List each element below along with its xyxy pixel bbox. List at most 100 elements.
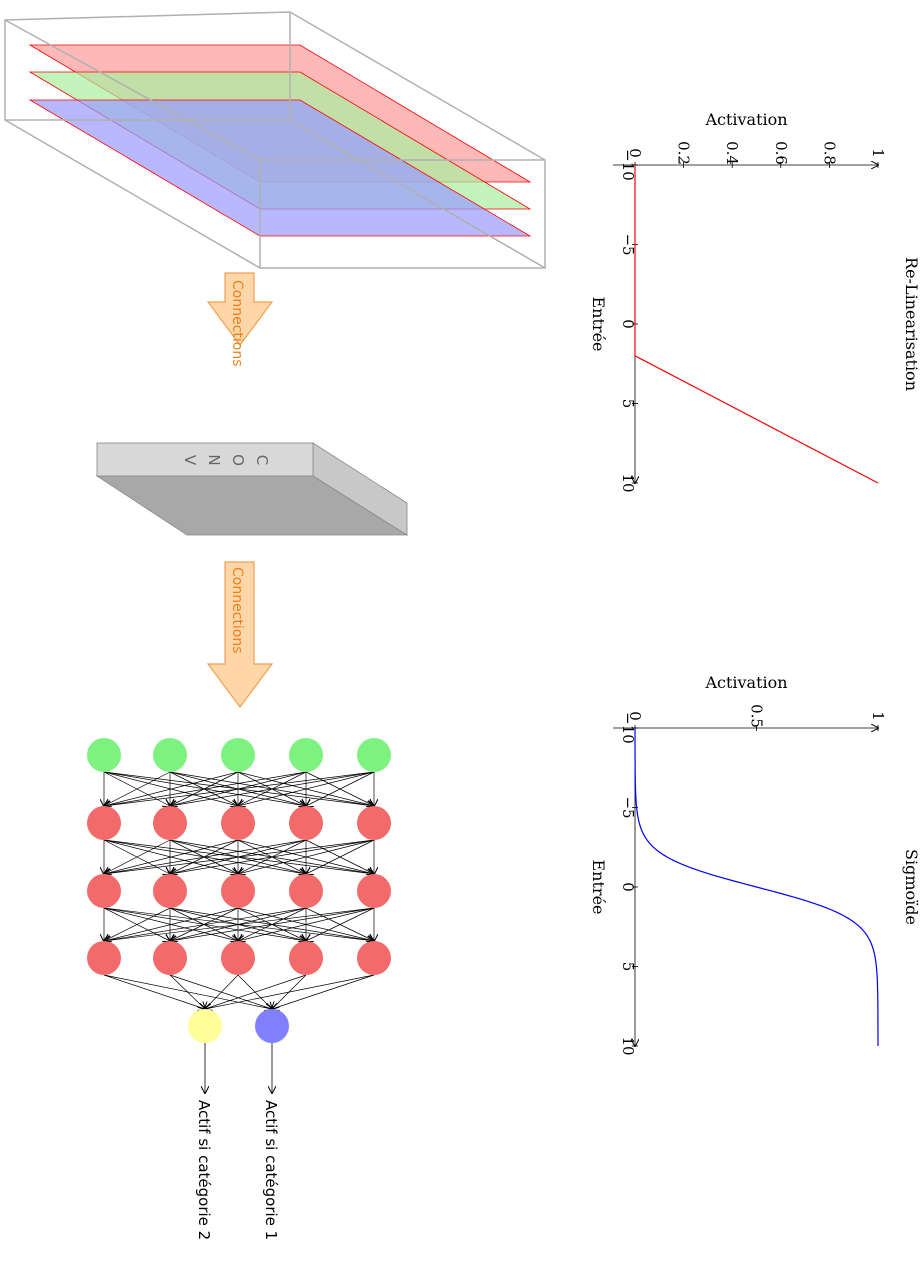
conv-letter-3: V [181, 455, 199, 466]
x-tick-label-0: −10 [619, 712, 637, 744]
hidden-node-3-2 [221, 941, 255, 975]
y-tick-label-4: 0.8 [820, 141, 838, 165]
chart-sigmoid: −10 −5 0 5 10 0 0.5 1 Activation Entrée Sigmoïde [589, 673, 920, 1056]
hidden-node-3-1 [153, 941, 187, 975]
y-tick-label-0: 0 [626, 711, 644, 721]
output-node-1 [255, 1009, 289, 1043]
edge-l2-4-3 [306, 907, 375, 941]
feature-layers-stack [4, 11, 546, 269]
chart-title: Re-Linearisation [902, 257, 920, 391]
hidden-node-1-4 [357, 806, 391, 840]
edge-l2-2-0 [104, 907, 239, 941]
edge-out-2-0 [205, 974, 239, 1009]
series-line [634, 165, 879, 484]
connections-arrow-1-shape [206, 272, 274, 347]
hidden-node-1-2 [221, 806, 255, 840]
network-edges [103, 771, 375, 1009]
edge-l1-4-1 [170, 839, 375, 874]
hidden-node-1-3 [289, 806, 323, 840]
conv-letter-0: C [253, 455, 271, 465]
y-tick-label-1: 0.2 [675, 141, 693, 165]
edge-l0-1-0 [104, 771, 171, 806]
edge-l0-4-3 [306, 771, 375, 806]
chart-xlabel: Entrée [589, 297, 608, 352]
edge-out-4-1 [272, 974, 375, 1009]
hidden-node-3-0 [87, 941, 121, 975]
edge-l0-2-0 [104, 771, 239, 806]
network-nodes [87, 738, 391, 1043]
connections-arrow-2-label: Connections [229, 567, 245, 654]
input-node-2 [221, 738, 255, 772]
edge-out-1-0 [169, 974, 205, 1009]
hidden-node-1-0 [87, 806, 121, 840]
layer-blue [28, 99, 532, 237]
conv-letter-2: N [205, 454, 223, 465]
edge-out-1-1 [169, 974, 272, 1009]
x-tick-label-1: −5 [619, 796, 637, 818]
y-tick-label-5: 1 [869, 148, 887, 158]
connections-arrow-1-label: Connections [229, 280, 245, 367]
input-node-0 [87, 738, 121, 772]
y-tick-label-1: 0.5 [748, 704, 766, 728]
x-tick-label-4: 10 [619, 473, 637, 492]
output-label-1: Actif si catégorie 1 [262, 1100, 280, 1240]
chart-relu: −10 −5 0 5 10 0 0.2 0.4 0.6 0.8 1 Activation Entrée R… [589, 110, 920, 493]
edge-l0-4-1 [170, 771, 375, 806]
edge-out-0-0 [103, 974, 205, 1009]
chart-ylabel: Activation [704, 673, 787, 692]
chart-title: Sigmoïde [902, 849, 920, 925]
network-output-labels: Actif si catégorie 2 Actif si catégorie 1 [195, 1043, 280, 1240]
x-tick-label-0: −10 [619, 149, 637, 181]
x-tick-label-1: −5 [619, 233, 637, 255]
connections-arrow-1: Connections [206, 272, 274, 367]
input-node-1 [153, 738, 187, 772]
output-label-0: Actif si catégorie 2 [195, 1100, 213, 1240]
hidden-node-3-4 [357, 941, 391, 975]
input-node-3 [289, 738, 323, 772]
edge-l2-4-2 [238, 907, 375, 941]
y-tick-label-2: 0.4 [723, 141, 741, 165]
hidden-node-2-0 [87, 874, 121, 908]
edge-l2-4-0 [104, 907, 375, 941]
layers-wireframe [4, 11, 546, 269]
connections-arrow-2-shape [206, 561, 274, 709]
hidden-node-3-3 [289, 941, 323, 975]
hidden-node-2-2 [221, 874, 255, 908]
edge-l2-4-1 [170, 907, 375, 941]
hidden-node-2-4 [357, 874, 391, 908]
conv-letter-1: O [229, 454, 247, 466]
y-tick-label-0: 0 [626, 148, 644, 158]
hidden-node-2-3 [289, 874, 323, 908]
edge-out-4-0 [205, 974, 375, 1009]
edge-l1-1-0 [104, 839, 171, 874]
chart-ylabel: Activation [704, 110, 787, 129]
edge-l0-4-0 [104, 771, 375, 806]
output-node-0 [188, 1009, 222, 1043]
edge-l1-4-2 [238, 839, 375, 874]
edge-l2-1-0 [104, 907, 171, 941]
edge-l1-4-0 [104, 839, 375, 874]
x-tick-label-3: 5 [619, 399, 637, 409]
x-tick-label-4: 10 [619, 1036, 637, 1055]
input-node-4 [357, 738, 391, 772]
edge-l2-3-0 [104, 907, 307, 941]
hidden-node-1-1 [153, 806, 187, 840]
x-tick-label-2: 0 [619, 319, 637, 329]
chart-xlabel: Entrée [589, 860, 608, 915]
x-tick-label-2: 0 [619, 882, 637, 892]
edge-l1-2-0 [104, 839, 239, 874]
edge-l0-3-0 [104, 771, 307, 806]
edge-out-3-0 [205, 974, 307, 1009]
y-tick-label-3: 0.6 [772, 141, 790, 165]
y-tick-label-2: 1 [869, 711, 887, 721]
x-tick-label-3: 5 [619, 962, 637, 972]
conv-front-face [96, 442, 314, 477]
edge-l1-3-0 [104, 839, 307, 874]
hidden-node-2-1 [153, 874, 187, 908]
connections-arrow-2: Connections [206, 561, 274, 709]
series-line [634, 727, 879, 1047]
